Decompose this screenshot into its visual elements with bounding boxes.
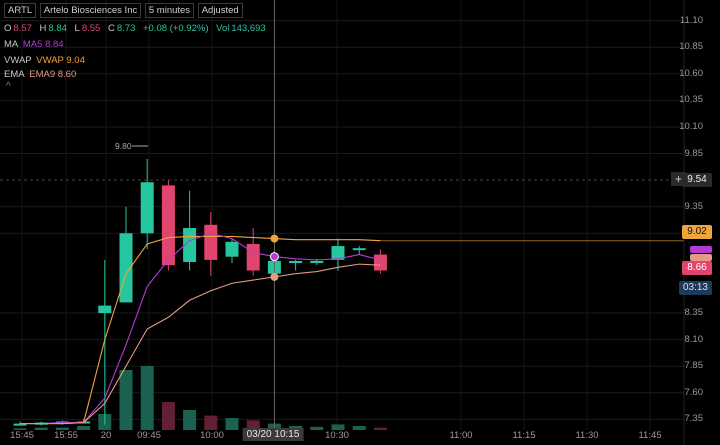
indicator-ma[interactable]: MA MA5 8.84	[4, 39, 64, 50]
volume-bar	[373, 427, 387, 430]
vwap-price-tag: 9.02	[682, 225, 712, 239]
x-tick-label: 15:55	[54, 430, 78, 441]
close-value: 8.73	[116, 23, 136, 34]
volume-bar	[13, 428, 27, 430]
y-tick-label: 10.60	[679, 67, 703, 79]
volume-bar	[246, 420, 260, 430]
volume-bar	[161, 402, 175, 430]
vwap-point	[270, 234, 279, 243]
y-tick-label: 7.60	[684, 386, 704, 398]
y-tick-label: 10.35	[679, 94, 703, 106]
candle-body	[289, 260, 303, 264]
open-value: 8.57	[13, 23, 32, 34]
candle-body	[246, 243, 260, 271]
x-tick-label: 15:45	[10, 430, 34, 441]
ma-line	[20, 232, 381, 425]
volume-bar	[55, 427, 69, 430]
volume-bar	[183, 410, 197, 430]
volume-bar	[34, 427, 48, 430]
candle-body	[140, 182, 154, 234]
candle-body	[310, 260, 324, 264]
indicator-ma-key: MA	[4, 39, 19, 50]
candle-body	[204, 224, 218, 260]
last-price-tag: 8.66	[682, 261, 712, 275]
crosshair-time-tag: 03/20 10:15	[242, 428, 304, 441]
indicator-vwap-key: VWAP	[4, 55, 32, 66]
company-name: Artelo Biosciences Inc	[39, 3, 142, 18]
adjust-toggle[interactable]: Adjusted	[197, 3, 243, 18]
x-tick-label: 20	[100, 430, 112, 441]
candle-body	[98, 305, 112, 314]
y-tick-label: 9.35	[684, 200, 704, 212]
x-tick-label: 11:00	[449, 430, 473, 441]
low-value: 8.55	[81, 23, 101, 34]
ma-point	[269, 252, 279, 262]
y-tick-label: 7.85	[684, 360, 704, 372]
volume-bar	[140, 366, 154, 430]
ema-price-tag	[690, 254, 712, 261]
y-tick-label: 8.10	[684, 333, 704, 345]
annotation-label: 9.80	[115, 141, 132, 151]
volume-label: Vol	[216, 23, 230, 34]
countdown-tag: 03:13	[678, 281, 712, 295]
candle-body	[13, 423, 27, 426]
volume-bar	[77, 426, 91, 430]
crosshair-price-tag: 9.54	[682, 173, 712, 187]
indicator-vwap[interactable]: VWAP VWAP 9.04	[4, 55, 85, 66]
indicator-ema-key: EMA	[4, 69, 25, 80]
x-tick-label: 11:30	[575, 430, 599, 441]
ma-price-tag	[690, 246, 712, 253]
ema-line	[20, 263, 381, 425]
y-tick-label: 11.10	[679, 14, 703, 26]
x-tick-label: 11:45	[638, 430, 662, 441]
candle-body	[373, 254, 387, 271]
candle-body	[225, 241, 239, 257]
vwap-line	[20, 235, 381, 425]
open-label: O	[4, 23, 12, 34]
y-tick-label: 8.35	[684, 307, 704, 319]
ohlc-readout: O 8.57 H 8.84 L 8.55 C 8.73 +0.08 (+0.92%) V…	[4, 23, 271, 34]
low-label: L	[74, 23, 80, 34]
close-label: C	[107, 23, 115, 34]
indicator-ema[interactable]: EMA EMA9 8.60	[4, 69, 76, 80]
volume-bar	[331, 424, 345, 430]
x-tick-label: 10:00	[200, 430, 224, 441]
symbol-label[interactable]: ARTL	[4, 3, 37, 18]
volume-bar	[352, 426, 366, 430]
y-tick-label: 10.85	[679, 41, 703, 53]
high-value: 8.84	[48, 23, 67, 34]
x-tick-label: 09:45	[137, 430, 161, 441]
volume-bar	[204, 415, 218, 430]
volume-bar	[310, 426, 324, 430]
volume-bar	[119, 370, 133, 430]
indicator-vwap-value: VWAP 9.04	[36, 55, 85, 66]
candle-body	[352, 248, 366, 251]
indicator-ema-value: EMA9 8.60	[29, 69, 77, 80]
candle-body	[161, 185, 175, 266]
x-tick-label: 10:30	[325, 430, 349, 441]
y-tick-label: 7.35	[684, 413, 704, 425]
y-tick-label: 9.85	[684, 147, 704, 159]
x-tick-label: 11:15	[512, 430, 536, 441]
chevron-up-icon[interactable]: ^	[6, 81, 11, 92]
ema-point	[270, 272, 279, 281]
indicator-ma-value: MA5 8.84	[22, 39, 64, 50]
change-value: +0.08 (+0.92%)	[143, 23, 209, 34]
volume-value: 143,693	[231, 23, 266, 34]
y-tick-label: 10.10	[679, 120, 703, 132]
interval-selector[interactable]: 5 minutes	[144, 3, 195, 18]
volume-bar	[225, 418, 239, 430]
high-label: H	[39, 23, 47, 34]
candle-body	[331, 246, 345, 260]
